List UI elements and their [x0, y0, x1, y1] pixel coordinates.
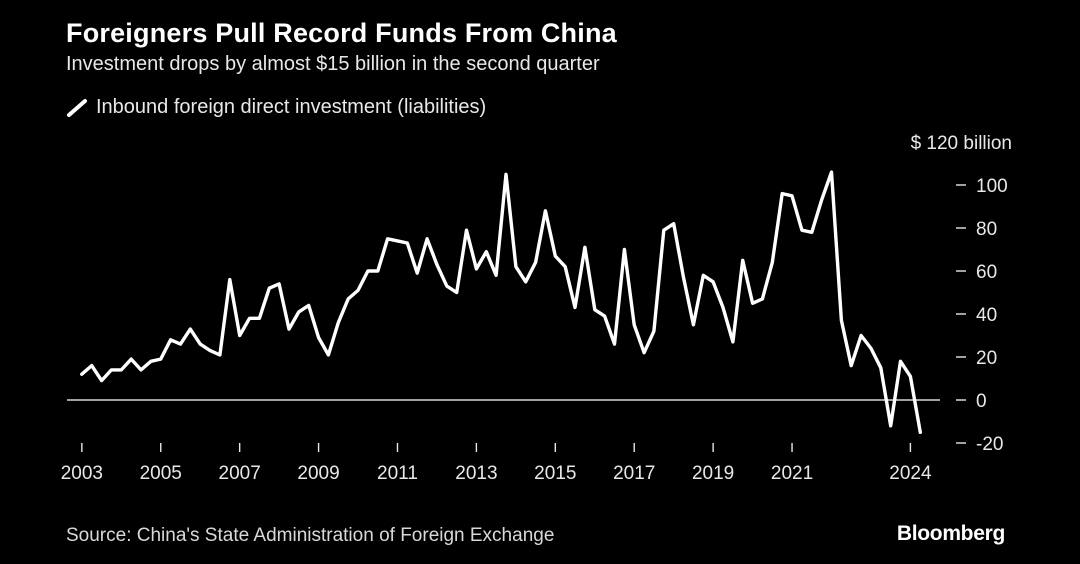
- bloomberg-logo: Bloomberg: [896, 522, 1005, 545]
- legend-label: Inbound foreign direct investment (liabi…: [96, 96, 487, 118]
- chart-title: Foreigners Pull Record Funds From China: [66, 18, 617, 48]
- x-tick-label: 2007: [219, 463, 261, 484]
- frame-edge-left: [0, 0, 40, 564]
- x-tick-label: 2009: [297, 463, 339, 484]
- y-tick-label: 60: [976, 262, 997, 283]
- x-tick-label: 2019: [692, 463, 734, 484]
- y-axis: -20 0 20 40 60 80 100 $ 120 billion: [911, 133, 1012, 455]
- y-tick-label: 80: [976, 219, 997, 240]
- y-tick-label: 0: [976, 391, 987, 412]
- chart-subtitle: Investment drops by almost $15 billion i…: [66, 53, 600, 75]
- series-line-0: [80, 170, 922, 434]
- x-tick-label: 2015: [534, 463, 576, 484]
- x-tick-label: 2005: [140, 463, 182, 484]
- legend: Inbound foreign direct investment (liabi…: [66, 96, 486, 119]
- x-tick-label: 2017: [613, 463, 655, 484]
- x-tick-label: 2021: [771, 463, 813, 484]
- y-unit-label: $ 120 billion: [911, 133, 1012, 154]
- chart-frame: [40, 0, 1040, 564]
- legend-line-swatch-icon: [67, 98, 87, 117]
- y-tick-label: 100: [976, 176, 1008, 197]
- frame-edge-right: [1040, 0, 1080, 564]
- x-tick-label: 2011: [377, 463, 418, 484]
- x-tick-label: 2013: [455, 463, 497, 484]
- y-tick-label: 40: [976, 305, 997, 326]
- x-tick-label: 2024: [889, 463, 932, 484]
- x-tick-label: 2003: [61, 463, 103, 484]
- series-layer: [80, 170, 922, 434]
- y-tick-label: -20: [976, 434, 1003, 455]
- y-tick-label: 20: [976, 348, 997, 369]
- source-note: Source: China's State Administration of …: [66, 525, 555, 546]
- x-axis: 2003 2005 2007 2009 2011 2013 2015 2017 2019 2021…: [61, 443, 932, 484]
